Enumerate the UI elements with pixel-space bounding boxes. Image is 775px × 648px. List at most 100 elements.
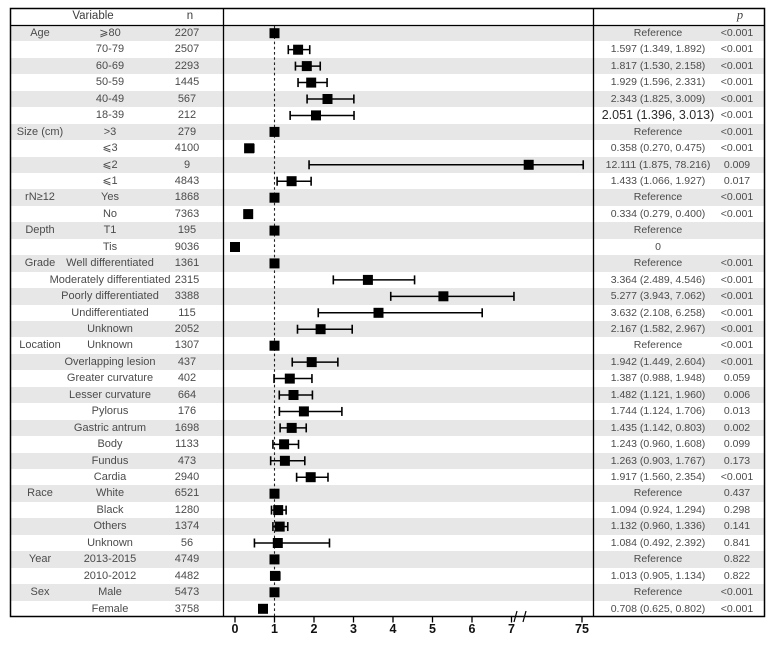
row-n-value: 4749 bbox=[174, 553, 200, 566]
row-p-value: <0.001 bbox=[720, 109, 754, 122]
row-category-label: 2013-2015 bbox=[83, 553, 137, 566]
row-n-value: 2293 bbox=[174, 59, 200, 72]
forest-marker bbox=[523, 159, 534, 170]
row-n-value: 56 bbox=[180, 536, 194, 549]
axis-tick-label: 0 bbox=[231, 622, 239, 636]
row-n-value: 2207 bbox=[174, 27, 200, 39]
row-category-label: Yes bbox=[101, 191, 119, 204]
row-estimate-value: 0.358 (0.270, 0.475) bbox=[610, 142, 706, 155]
row-band bbox=[11, 353, 764, 371]
axis-tick-label: 7 bbox=[508, 622, 515, 636]
row-p-value: <0.001 bbox=[720, 323, 754, 335]
row-category-label: Others bbox=[93, 520, 127, 533]
row-n-value: 4482 bbox=[174, 569, 200, 582]
row-category-label: Gastric antrum bbox=[73, 421, 147, 434]
row-band bbox=[11, 321, 764, 338]
row-estimate-value: 2.167 (1.582, 2.967) bbox=[610, 323, 706, 335]
row-n-value: 1698 bbox=[174, 421, 200, 434]
row-n-value: 2315 bbox=[174, 273, 200, 286]
axis-tick-label: 1 bbox=[271, 622, 278, 636]
row-p-value: <0.001 bbox=[720, 355, 754, 368]
row-band bbox=[11, 189, 764, 206]
forest-marker bbox=[438, 291, 449, 302]
row-category-label: No bbox=[102, 207, 118, 220]
row-p-value: <0.001 bbox=[720, 191, 754, 204]
row-category-label: Tis bbox=[102, 240, 118, 253]
row-n-value: 1868 bbox=[174, 191, 200, 204]
axis-tick-label: 5 bbox=[429, 622, 436, 636]
row-n-value: 2507 bbox=[174, 43, 200, 56]
row-p-value: 0.173 bbox=[723, 454, 751, 467]
row-p-value: <0.001 bbox=[720, 602, 754, 615]
row-category-label: 70-79 bbox=[95, 43, 125, 56]
forest-marker bbox=[293, 44, 304, 55]
row-n-value: 9036 bbox=[174, 240, 200, 253]
forest-marker bbox=[279, 455, 290, 466]
row-estimate-value: 5.277 (3.943, 7.062) bbox=[610, 290, 706, 303]
row-estimate-value: 1.013 (0.905, 1.134) bbox=[610, 569, 706, 582]
row-band bbox=[11, 25, 764, 42]
axis-break-mark bbox=[522, 610, 527, 623]
row-n-value: 664 bbox=[177, 388, 197, 401]
row-n-value: 7363 bbox=[174, 207, 200, 220]
row-n-value: 115 bbox=[178, 306, 196, 319]
forest-marker bbox=[269, 488, 280, 499]
row-estimate-value: Reference bbox=[633, 553, 683, 566]
row-group-label: Grade bbox=[24, 257, 56, 270]
row-n-value: 3388 bbox=[174, 290, 200, 303]
row-n-value: 437 bbox=[177, 355, 197, 368]
row-category-label: Undifferentiated bbox=[71, 306, 149, 319]
row-p-value: <0.001 bbox=[720, 43, 754, 56]
axis-tick-label: 2 bbox=[310, 622, 318, 636]
forest-marker bbox=[286, 176, 297, 187]
forest-marker bbox=[230, 242, 240, 252]
row-p-value: 0.009 bbox=[723, 158, 751, 171]
row-category-label: Poorly differentiated bbox=[61, 290, 159, 303]
row-category-label: 50-59 bbox=[95, 76, 125, 89]
row-estimate-value: Reference bbox=[633, 224, 683, 237]
row-band bbox=[11, 419, 764, 437]
row-category-label: Unknown bbox=[87, 323, 133, 335]
row-category-label: ⩽1 bbox=[102, 175, 118, 187]
forest-marker bbox=[269, 28, 280, 39]
forest-marker bbox=[362, 274, 373, 285]
row-n-value: 4100 bbox=[174, 142, 200, 155]
row-n-value: 5473 bbox=[174, 586, 200, 599]
row-estimate-value: Reference bbox=[633, 125, 683, 138]
forest-marker bbox=[298, 406, 309, 417]
row-n-value: 212 bbox=[177, 109, 197, 122]
row-n-value: 1361 bbox=[174, 257, 200, 270]
row-p-value: <0.001 bbox=[720, 290, 754, 303]
row-estimate-value: 12.111 (1.875, 78.216) bbox=[605, 158, 711, 171]
row-category-label: Body bbox=[97, 438, 123, 451]
row-p-value: 0.822 bbox=[723, 569, 751, 582]
row-p-value: 0.822 bbox=[723, 553, 751, 566]
row-estimate-value: 0 bbox=[655, 240, 661, 253]
row-estimate-value: 1.482 (1.121, 1.960) bbox=[610, 388, 706, 401]
forest-marker bbox=[244, 143, 255, 154]
row-category-label: Cardia bbox=[93, 471, 127, 483]
row-band bbox=[11, 57, 764, 75]
row-p-value: 0.841 bbox=[723, 536, 751, 549]
row-category-label: 2010-2012 bbox=[83, 569, 137, 582]
row-category-label: ⩾80 bbox=[99, 27, 121, 39]
row-category-label: 40-49 bbox=[95, 92, 125, 105]
column-header-n: n bbox=[186, 10, 194, 22]
axis-tick-label: 4 bbox=[389, 622, 397, 636]
row-estimate-value: 0.708 (0.625, 0.802) bbox=[610, 602, 706, 615]
axis-tick-label: 75 bbox=[575, 622, 589, 636]
row-category-label: Unknown bbox=[87, 339, 133, 352]
row-n-value: 3758 bbox=[174, 602, 200, 615]
row-category-label: Female bbox=[91, 602, 129, 615]
forest-marker bbox=[269, 258, 280, 269]
row-estimate-value: 1.597 (1.349, 1.892) bbox=[610, 43, 706, 56]
row-n-value: 1280 bbox=[174, 503, 200, 516]
row-estimate-value: 0.334 (0.279, 0.400) bbox=[610, 207, 706, 220]
row-p-value: 0.013 bbox=[723, 405, 751, 418]
forest-marker bbox=[272, 538, 283, 548]
row-estimate-value: 1.243 (0.960, 1.608) bbox=[610, 438, 706, 451]
row-estimate-value: Reference bbox=[633, 257, 683, 270]
row-n-value: 2940 bbox=[174, 471, 200, 483]
